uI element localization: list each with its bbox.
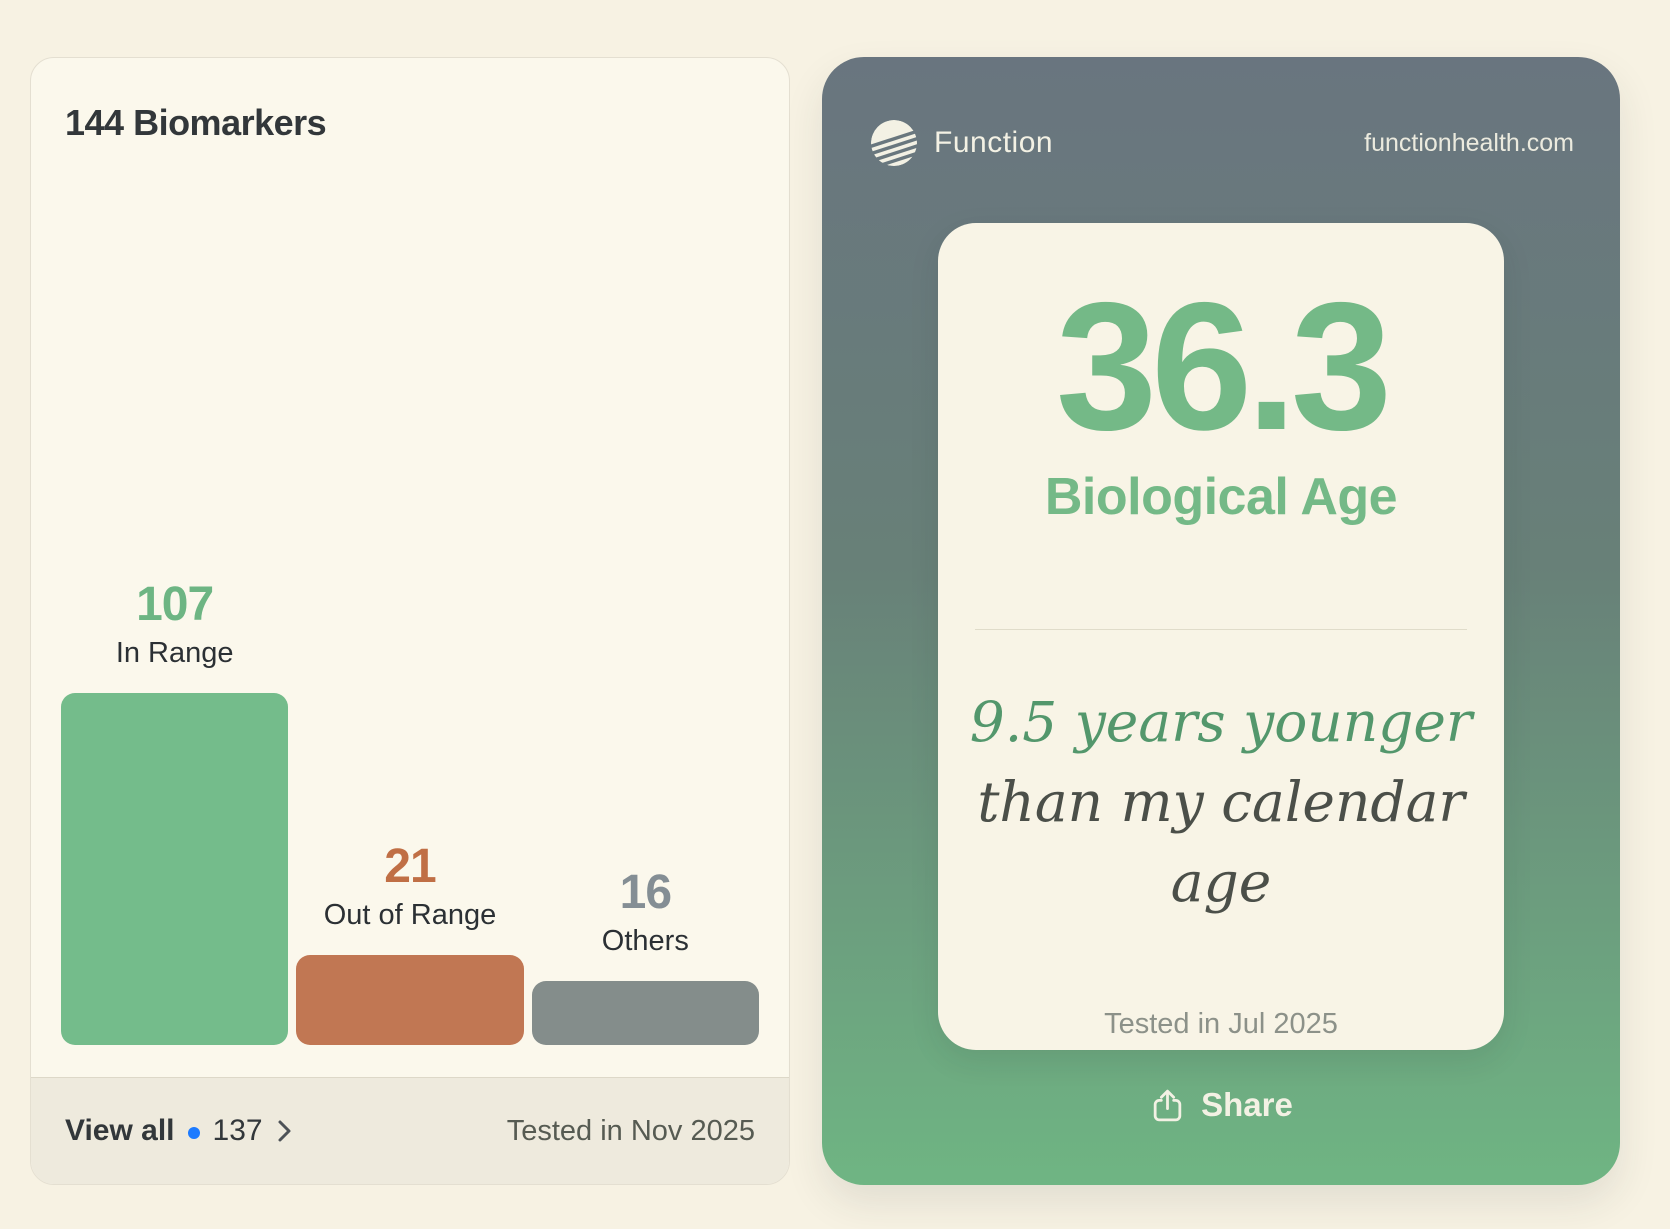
chart-column-in-range: 107 In Range — [61, 578, 289, 1045]
out-of-range-label: Out of Range — [323, 899, 497, 932]
biomarkers-card-footer: View all 137 Tested in Nov 2025 — [31, 1077, 789, 1184]
share-icon — [1153, 1089, 1182, 1121]
function-logo-icon — [871, 120, 917, 166]
brand-url: functionhealth.com — [1364, 128, 1574, 157]
chart-column-out-of-range: 21 Out of Range — [296, 840, 524, 1045]
biomarkers-bar-chart: 107 In Range 21 Out of Range 16 Others — [31, 579, 789, 1045]
biological-age-share-card: Function functionhealth.com 36.3 Biologi… — [822, 57, 1620, 1185]
out-of-range-count: 21 — [384, 840, 436, 894]
share-card-header: Function functionhealth.com — [822, 57, 1620, 167]
in-range-count: 107 — [136, 578, 214, 632]
view-all-label: View all — [65, 1114, 175, 1147]
view-all-count: 137 — [212, 1114, 263, 1147]
chevron-right-icon — [278, 1120, 291, 1142]
function-brand: Function — [870, 119, 1053, 167]
in-range-label: In Range — [115, 637, 234, 670]
biological-age-value: 36.3 — [1055, 264, 1392, 468]
others-bar — [531, 981, 759, 1045]
share-button[interactable]: Share — [1149, 1086, 1293, 1124]
biological-age-label: Biological Age — [1044, 468, 1398, 526]
tested-date-left: Tested in Nov 2025 — [506, 1114, 755, 1147]
tested-date-right: Tested in Jul 2025 — [1104, 1008, 1338, 1040]
out-of-range-bar — [296, 955, 524, 1045]
biomarkers-card: 144 Biomarkers 107 In Range 21 Out of Ra… — [30, 57, 790, 1185]
biological-age-panel: 36.3 Biological Age 9.5 years younger th… — [938, 223, 1504, 1050]
panel-divider — [975, 629, 1467, 630]
age-quote-line2: than my calendar age — [977, 770, 1465, 914]
others-count: 16 — [619, 866, 672, 920]
age-quote: 9.5 years younger than my calendar age — [938, 682, 1504, 922]
notification-dot-icon — [187, 1126, 200, 1139]
brand-name: Function — [934, 126, 1054, 159]
others-label: Others — [601, 925, 689, 958]
share-label: Share — [1201, 1086, 1293, 1123]
chart-column-others: 16 Others — [531, 866, 759, 1045]
biomarkers-card-title: 144 Biomarkers — [65, 102, 327, 143]
age-quote-line1: 9.5 years younger — [969, 690, 1473, 754]
in-range-bar — [61, 693, 289, 1045]
view-all-button[interactable]: View all 137 — [65, 1114, 293, 1148]
